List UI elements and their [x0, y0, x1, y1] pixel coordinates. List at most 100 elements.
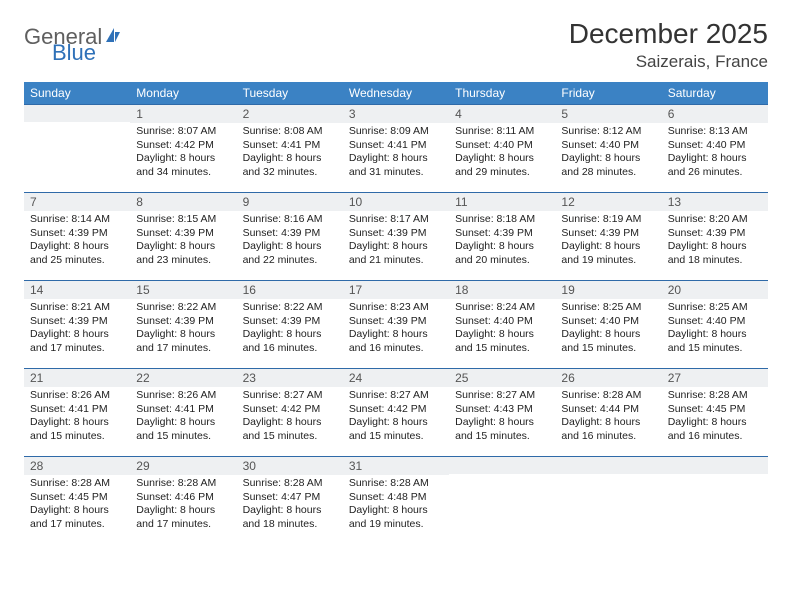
- daylight-text-2: and 26 minutes.: [668, 166, 762, 180]
- daylight-text-2: and 16 minutes.: [243, 342, 337, 356]
- sunrise-text: Sunrise: 8:11 AM: [455, 125, 549, 139]
- sunrise-text: Sunrise: 8:15 AM: [136, 213, 230, 227]
- sunrise-text: Sunrise: 8:27 AM: [243, 389, 337, 403]
- sunset-text: Sunset: 4:42 PM: [349, 403, 443, 417]
- daylight-text-1: Daylight: 8 hours: [136, 152, 230, 166]
- day-number: 10: [343, 192, 449, 211]
- day-number: 24: [343, 368, 449, 387]
- weekday-header: Saturday: [662, 82, 768, 104]
- day-number: 17: [343, 280, 449, 299]
- sunrise-text: Sunrise: 8:25 AM: [668, 301, 762, 315]
- calendar-cell: 2Sunrise: 8:08 AMSunset: 4:41 PMDaylight…: [237, 104, 343, 192]
- sunrise-text: Sunrise: 8:22 AM: [243, 301, 337, 315]
- day-content: Sunrise: 8:26 AMSunset: 4:41 PMDaylight:…: [24, 387, 130, 448]
- daylight-text-2: and 15 minutes.: [30, 430, 124, 444]
- daylight-text-1: Daylight: 8 hours: [30, 328, 124, 342]
- sunset-text: Sunset: 4:39 PM: [30, 227, 124, 241]
- sunset-text: Sunset: 4:40 PM: [455, 315, 549, 329]
- daylight-text-1: Daylight: 8 hours: [243, 504, 337, 518]
- calendar-week-row: 21Sunrise: 8:26 AMSunset: 4:41 PMDayligh…: [24, 368, 768, 456]
- sunset-text: Sunset: 4:41 PM: [30, 403, 124, 417]
- empty-day-bar: [662, 456, 768, 474]
- sunset-text: Sunset: 4:48 PM: [349, 491, 443, 505]
- calendar-week-row: 7Sunrise: 8:14 AMSunset: 4:39 PMDaylight…: [24, 192, 768, 280]
- calendar-cell: 22Sunrise: 8:26 AMSunset: 4:41 PMDayligh…: [130, 368, 236, 456]
- daylight-text-1: Daylight: 8 hours: [349, 240, 443, 254]
- sunrise-text: Sunrise: 8:28 AM: [349, 477, 443, 491]
- weekday-header: Monday: [130, 82, 236, 104]
- sunset-text: Sunset: 4:40 PM: [455, 139, 549, 153]
- sunset-text: Sunset: 4:46 PM: [136, 491, 230, 505]
- sunrise-text: Sunrise: 8:16 AM: [243, 213, 337, 227]
- day-number: 22: [130, 368, 236, 387]
- month-title: December 2025: [569, 18, 768, 50]
- daylight-text-2: and 16 minutes.: [349, 342, 443, 356]
- daylight-text-1: Daylight: 8 hours: [668, 152, 762, 166]
- daylight-text-2: and 16 minutes.: [561, 430, 655, 444]
- day-content: Sunrise: 8:08 AMSunset: 4:41 PMDaylight:…: [237, 123, 343, 184]
- daylight-text-2: and 19 minutes.: [349, 518, 443, 532]
- day-number: 29: [130, 456, 236, 475]
- daylight-text-1: Daylight: 8 hours: [455, 240, 549, 254]
- sunset-text: Sunset: 4:39 PM: [136, 315, 230, 329]
- sunrise-text: Sunrise: 8:22 AM: [136, 301, 230, 315]
- calendar-cell: 4Sunrise: 8:11 AMSunset: 4:40 PMDaylight…: [449, 104, 555, 192]
- daylight-text-2: and 21 minutes.: [349, 254, 443, 268]
- day-content: Sunrise: 8:25 AMSunset: 4:40 PMDaylight:…: [662, 299, 768, 360]
- daylight-text-1: Daylight: 8 hours: [561, 328, 655, 342]
- daylight-text-2: and 15 minutes.: [136, 430, 230, 444]
- sunrise-text: Sunrise: 8:25 AM: [561, 301, 655, 315]
- day-content: Sunrise: 8:15 AMSunset: 4:39 PMDaylight:…: [130, 211, 236, 272]
- sunset-text: Sunset: 4:40 PM: [668, 315, 762, 329]
- sunset-text: Sunset: 4:39 PM: [349, 315, 443, 329]
- day-content: Sunrise: 8:07 AMSunset: 4:42 PMDaylight:…: [130, 123, 236, 184]
- calendar-cell: 6Sunrise: 8:13 AMSunset: 4:40 PMDaylight…: [662, 104, 768, 192]
- day-content: Sunrise: 8:17 AMSunset: 4:39 PMDaylight:…: [343, 211, 449, 272]
- daylight-text-1: Daylight: 8 hours: [30, 504, 124, 518]
- daylight-text-1: Daylight: 8 hours: [243, 328, 337, 342]
- day-number: 21: [24, 368, 130, 387]
- sunrise-text: Sunrise: 8:24 AM: [455, 301, 549, 315]
- sunrise-text: Sunrise: 8:08 AM: [243, 125, 337, 139]
- day-content: Sunrise: 8:21 AMSunset: 4:39 PMDaylight:…: [24, 299, 130, 360]
- daylight-text-1: Daylight: 8 hours: [349, 504, 443, 518]
- sunrise-text: Sunrise: 8:28 AM: [668, 389, 762, 403]
- day-number: 18: [449, 280, 555, 299]
- logo-sail-icon: [104, 26, 124, 49]
- sunrise-text: Sunrise: 8:28 AM: [30, 477, 124, 491]
- day-number: 30: [237, 456, 343, 475]
- sunset-text: Sunset: 4:39 PM: [243, 227, 337, 241]
- day-content: Sunrise: 8:28 AMSunset: 4:45 PMDaylight:…: [662, 387, 768, 448]
- day-content: Sunrise: 8:13 AMSunset: 4:40 PMDaylight:…: [662, 123, 768, 184]
- calendar-cell: 14Sunrise: 8:21 AMSunset: 4:39 PMDayligh…: [24, 280, 130, 368]
- daylight-text-1: Daylight: 8 hours: [561, 240, 655, 254]
- sunrise-text: Sunrise: 8:28 AM: [136, 477, 230, 491]
- sunset-text: Sunset: 4:39 PM: [243, 315, 337, 329]
- calendar-cell: 8Sunrise: 8:15 AMSunset: 4:39 PMDaylight…: [130, 192, 236, 280]
- day-content: Sunrise: 8:14 AMSunset: 4:39 PMDaylight:…: [24, 211, 130, 272]
- calendar-cell: [24, 104, 130, 192]
- day-content: Sunrise: 8:27 AMSunset: 4:42 PMDaylight:…: [237, 387, 343, 448]
- weekday-header: Tuesday: [237, 82, 343, 104]
- sunset-text: Sunset: 4:39 PM: [30, 315, 124, 329]
- sunset-text: Sunset: 4:41 PM: [136, 403, 230, 417]
- daylight-text-2: and 15 minutes.: [455, 430, 549, 444]
- sunrise-text: Sunrise: 8:07 AM: [136, 125, 230, 139]
- daylight-text-2: and 18 minutes.: [243, 518, 337, 532]
- calendar-cell: 18Sunrise: 8:24 AMSunset: 4:40 PMDayligh…: [449, 280, 555, 368]
- sunrise-text: Sunrise: 8:23 AM: [349, 301, 443, 315]
- daylight-text-2: and 19 minutes.: [561, 254, 655, 268]
- empty-day-bar: [24, 104, 130, 122]
- day-number: 31: [343, 456, 449, 475]
- day-content: Sunrise: 8:22 AMSunset: 4:39 PMDaylight:…: [130, 299, 236, 360]
- sunrise-text: Sunrise: 8:28 AM: [561, 389, 655, 403]
- day-number: 23: [237, 368, 343, 387]
- calendar-cell: 15Sunrise: 8:22 AMSunset: 4:39 PMDayligh…: [130, 280, 236, 368]
- daylight-text-1: Daylight: 8 hours: [455, 152, 549, 166]
- sunset-text: Sunset: 4:45 PM: [668, 403, 762, 417]
- sunrise-text: Sunrise: 8:20 AM: [668, 213, 762, 227]
- daylight-text-2: and 29 minutes.: [455, 166, 549, 180]
- sunset-text: Sunset: 4:41 PM: [243, 139, 337, 153]
- sunset-text: Sunset: 4:39 PM: [561, 227, 655, 241]
- daylight-text-2: and 15 minutes.: [455, 342, 549, 356]
